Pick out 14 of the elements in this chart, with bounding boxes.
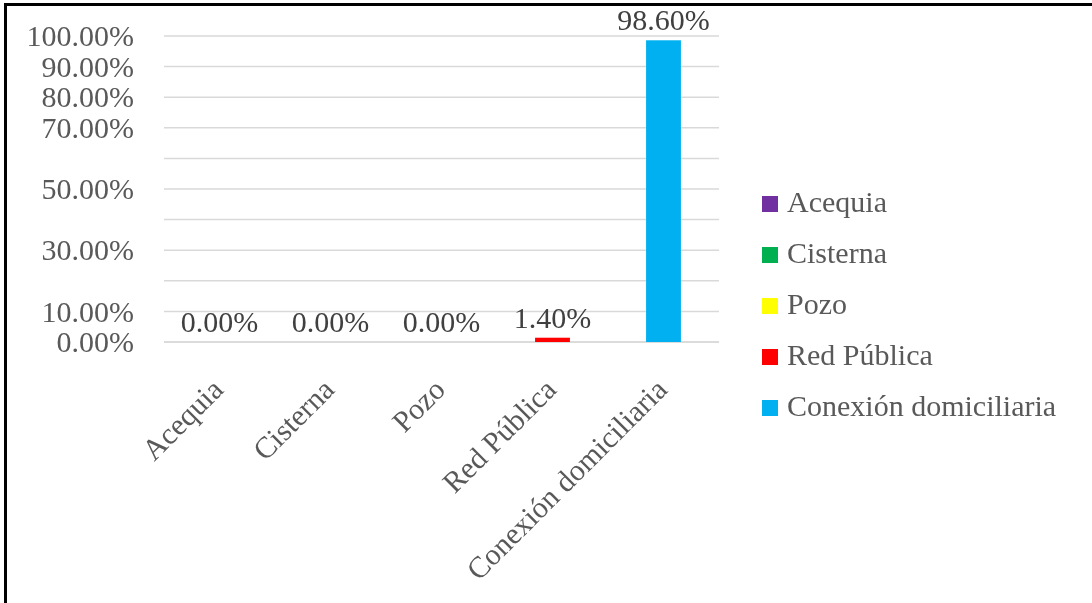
legend-label: Red Pública bbox=[787, 338, 933, 371]
data-label: 1.40% bbox=[513, 300, 592, 334]
data-label: 0.00% bbox=[402, 305, 481, 338]
x-tick-label: Pozo bbox=[385, 372, 452, 439]
data-label: 0.00% bbox=[291, 305, 370, 338]
data-label: 0.00% bbox=[180, 305, 259, 338]
y-tick-label: 30.00% bbox=[41, 233, 134, 267]
y-tick-label: 50.00% bbox=[41, 172, 134, 206]
y-tick-label: 10.00% bbox=[41, 294, 134, 328]
legend-label: Pozo bbox=[787, 287, 847, 320]
data-label: 98.60% bbox=[617, 3, 710, 37]
legend-label: Cisterna bbox=[787, 236, 887, 269]
y-tick-label: 0.00% bbox=[56, 325, 134, 359]
legend-label: Acequia bbox=[787, 185, 887, 218]
